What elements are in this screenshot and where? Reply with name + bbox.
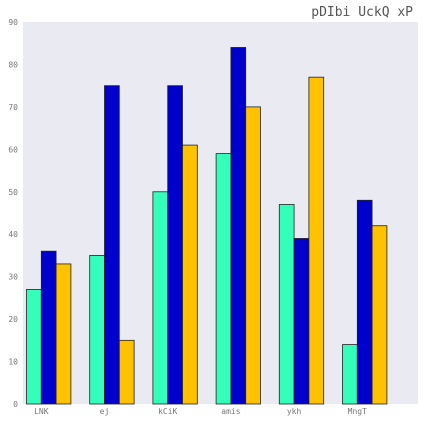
y-tick-labels: 0 10 20 30 40 50 60 70 80 90 [8, 18, 18, 409]
x-tick-labels: LNK ej kCiK amis ykh MngT [34, 407, 367, 416]
y-tick-label: 70 [8, 103, 18, 112]
x-tick-label: kCiK [158, 407, 177, 416]
bar-MngT-series-3 [371, 225, 388, 405]
y-tick-label: 60 [8, 145, 18, 154]
bar-ej-series-3 [118, 339, 135, 405]
x-tick-label: amis [221, 407, 240, 416]
y-tick-label: 80 [8, 60, 18, 69]
x-tick-label: MngT [348, 407, 367, 416]
bar-kCiK-series-2 [167, 85, 183, 405]
bar-amis-series-3 [245, 106, 261, 405]
bar-MngT-series-2 [356, 199, 373, 405]
bar-LNK-series-1 [26, 288, 42, 405]
y-tick-label: 10 [8, 358, 18, 367]
bar-ykh-series-2 [293, 238, 310, 405]
y-tick-label: 40 [8, 230, 18, 239]
bar-ej-series-2 [104, 85, 120, 405]
bar-kCiK-series-1 [152, 191, 169, 405]
bar-amis-series-1 [215, 153, 232, 405]
bar-LNK-series-3 [55, 263, 72, 405]
bar-kCiK-series-3 [182, 144, 198, 405]
bars-group [26, 47, 388, 405]
bar-ykh-series-1 [278, 204, 295, 405]
x-tick-label: ykh [287, 407, 302, 416]
bar-MngT-series-1 [342, 344, 358, 405]
bar-LNK-series-2 [40, 250, 57, 405]
x-tick-label: LNK [34, 407, 49, 416]
bar-amis-series-2 [230, 47, 247, 405]
chart-title: pDIbi UckQ xP [311, 5, 413, 20]
bar-ykh-series-3 [308, 76, 325, 405]
x-tick-label: ej [100, 407, 110, 416]
y-tick-label: 90 [8, 18, 18, 27]
y-tick-label: 0 [13, 400, 18, 409]
bar-ej-series-1 [89, 255, 105, 405]
y-tick-label: 30 [8, 273, 18, 282]
y-tick-label: 20 [8, 315, 18, 324]
y-tick-label: 50 [8, 188, 18, 197]
